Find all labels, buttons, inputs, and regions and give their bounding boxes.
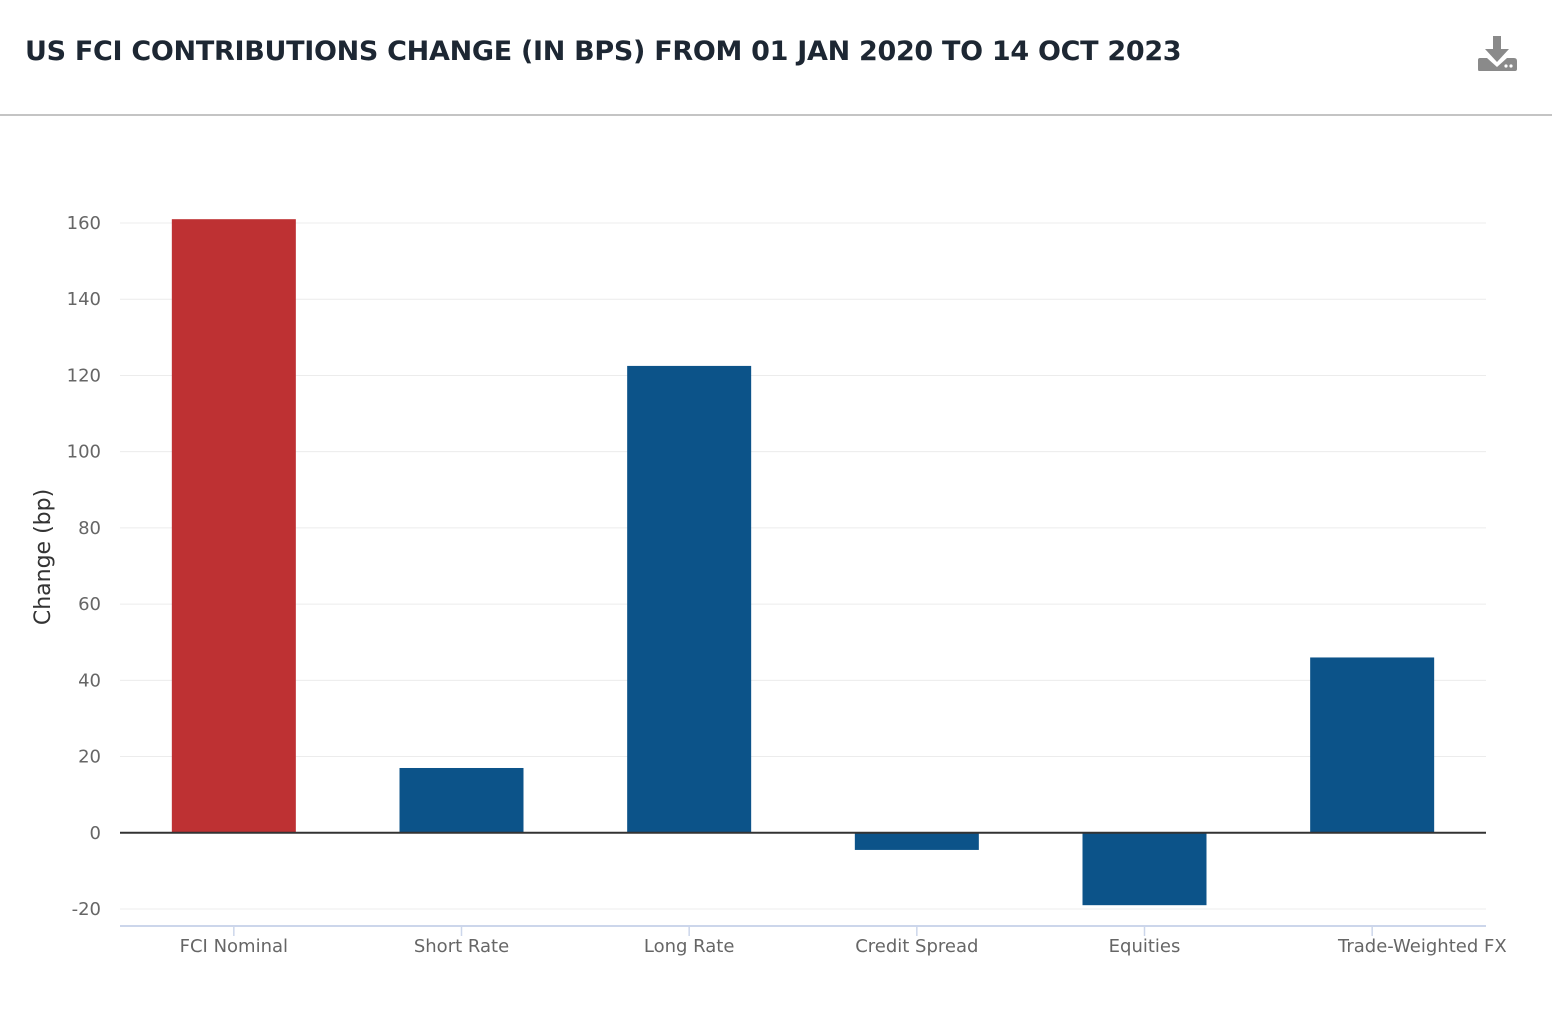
bar[interactable] <box>399 767 524 833</box>
x-tick-label: Equities <box>1109 936 1181 957</box>
x-tick-label: Long Rate <box>644 936 735 957</box>
bar[interactable] <box>854 832 979 850</box>
y-tick-label: 120 <box>67 365 101 386</box>
y-tick-label: 100 <box>67 442 101 463</box>
download-icon <box>1478 36 1517 71</box>
y-tick-label: 140 <box>67 289 101 310</box>
y-tick-label: 0 <box>90 823 101 844</box>
x-tick-label: Short Rate <box>414 936 509 957</box>
y-tick-label: 160 <box>67 213 101 234</box>
y-tick-label: 20 <box>78 747 101 768</box>
y-tick-label: -20 <box>72 899 101 920</box>
chart-title: US FCI CONTRIBUTIONS CHANGE (IN BPS) FRO… <box>25 36 1182 67</box>
bars <box>171 219 1435 906</box>
bar[interactable] <box>1310 657 1435 833</box>
y-axis-title: Change (bp) <box>31 489 56 625</box>
y-tick-label: 40 <box>78 670 101 691</box>
bar[interactable] <box>627 365 752 833</box>
x-tick-label: Trade-Weighted FX <box>1337 936 1507 957</box>
y-tick-label: 60 <box>78 594 101 615</box>
x-tick-label: FCI Nominal <box>180 936 288 957</box>
x-tick-label: Credit Spread <box>855 936 978 957</box>
download-button[interactable] <box>1470 28 1526 80</box>
axes: 160 140 120 100 80 60 40 20 0 -20 FCI Nominal Short… <box>67 213 1507 957</box>
y-tick-label: 80 <box>78 518 101 539</box>
bar[interactable] <box>1082 832 1207 906</box>
bar[interactable] <box>171 219 296 833</box>
chart-header: US FCI CONTRIBUTIONS CHANGE (IN BPS) FRO… <box>0 0 1552 116</box>
grid-lines <box>120 222 1486 910</box>
